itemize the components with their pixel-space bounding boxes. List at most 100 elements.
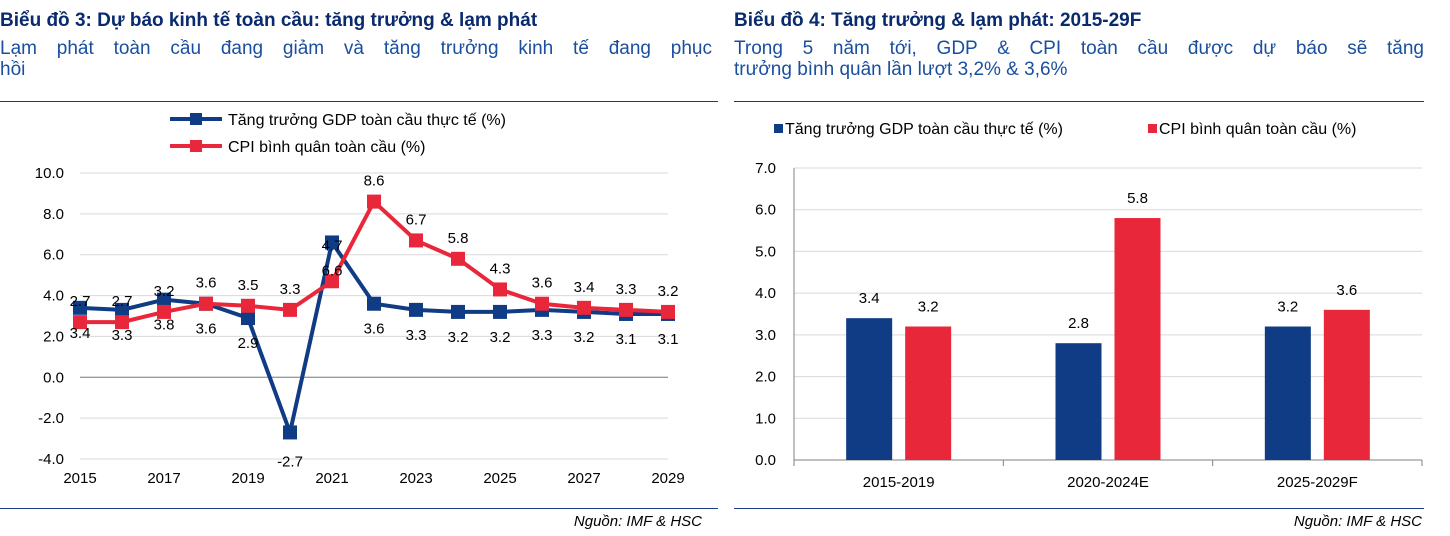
cpi-point	[451, 251, 465, 266]
gdp-point	[73, 300, 87, 315]
chart-3-subtitle: Lạm phát toàn cầu đang giảm và tăng trưở…	[0, 38, 712, 59]
gdp-data-label: 3.4	[70, 325, 91, 342]
y-tick-label: 6.0	[43, 247, 64, 264]
cpi-point	[535, 296, 549, 311]
chart-4-source: Nguồn: IMF & HSC	[1293, 513, 1422, 530]
legend-label: CPI bình quân toàn cầu (%)	[1159, 121, 1356, 138]
y-tick-label: 6.0	[755, 202, 776, 219]
cpi-point	[493, 282, 507, 297]
cpi-point	[283, 302, 297, 317]
gdp-data-label: 3.3	[532, 327, 553, 344]
legend-label: CPI bình quân toàn cầu (%)	[228, 139, 425, 156]
cpi-point	[157, 304, 171, 319]
legend-label: Tăng trưởng GDP toàn cầu thực tế (%)	[785, 121, 1063, 138]
cpi-point	[115, 315, 129, 330]
cpi-data-label: 3.6	[1336, 282, 1357, 299]
cpi-point	[577, 300, 591, 315]
gdp-data-label: 3.1	[658, 331, 679, 348]
y-tick-label: 2.0	[43, 328, 64, 345]
y-tick-label: 7.0	[755, 160, 776, 177]
gdp-point	[325, 235, 339, 250]
chart-4-bottom-rule	[734, 508, 1424, 509]
y-tick-label: 1.0	[755, 410, 776, 427]
y-tick-label: 8.0	[43, 206, 64, 223]
cpi-data-label: 2.7	[70, 293, 91, 310]
y-tick-label: 4.0	[755, 285, 776, 302]
cpi-point	[619, 302, 633, 317]
gdp-data-label: 3.2	[574, 329, 595, 346]
y-tick-label: 10.0	[35, 165, 64, 182]
gdp-bar	[1055, 343, 1102, 460]
gdp-data-label: 3.3	[406, 327, 427, 344]
cpi-bar	[1114, 218, 1161, 460]
x-tick-label: 2029	[651, 470, 684, 487]
gdp-point	[241, 311, 255, 326]
gdp-data-label: 3.3	[112, 327, 133, 344]
gdp-bar	[846, 318, 893, 460]
gdp-point	[157, 292, 171, 307]
gdp-data-label: 3.6	[196, 321, 217, 338]
cpi-point	[241, 298, 255, 313]
bar-chart: 7.0 6.0 5.0 4.0 3.0 2.0 1.0 0.0 Tăng trưởng GDP …	[755, 121, 1423, 491]
x-category-label: 2015-2019	[863, 474, 935, 491]
y-tick-label: 0.0	[43, 369, 64, 386]
chart-4-subtitle: Trong 5 năm tới, GDP & CPI toàn cầu được…	[734, 38, 1424, 59]
x-tick-label: 2015	[63, 470, 96, 487]
cpi-bar	[905, 326, 952, 460]
legend-label: Tăng trưởng GDP toàn cầu thực tế (%)	[228, 112, 506, 129]
y-tick-label: 4.0	[43, 288, 64, 305]
gdp-data-label: 3.6	[364, 321, 385, 338]
cpi-point	[661, 304, 675, 319]
x-tick-label: 2027	[567, 470, 600, 487]
gdp-point	[283, 425, 297, 440]
gdp-data-label: 3.8	[154, 317, 175, 334]
line-chart: 10.0 8.0 6.0 4.0 2.0 0.0 -2.0 -4.0 2015 2017 2019 2…	[35, 112, 685, 487]
gdp-point	[451, 304, 465, 319]
cpi-data-label: 3.3	[616, 281, 637, 298]
cpi-data-label: 3.2	[658, 283, 679, 300]
chart-4-subtitle-line1: Trong 5 năm tới, GDP & CPI toàn cầu được…	[734, 38, 1424, 59]
cpi-data-label: 3.6	[196, 275, 217, 292]
gdp-point	[493, 304, 507, 319]
cpi-data-label: 4.7	[322, 237, 343, 254]
cpi-data-label: 4.3	[490, 260, 511, 277]
cpi-point	[409, 233, 423, 248]
x-tick-label: 2021	[315, 470, 348, 487]
y-tick-label: 2.0	[755, 369, 776, 386]
cpi-point	[325, 274, 339, 289]
x-category-label: 2020-2024E	[1067, 474, 1149, 491]
y-tick-label: 3.0	[755, 327, 776, 344]
cpi-data-label: 3.4	[574, 279, 595, 296]
gdp-bar	[1264, 326, 1311, 460]
cpi-data-label: 5.8	[1127, 190, 1148, 207]
x-category-label: 2025-2029F	[1277, 474, 1358, 491]
y-tick-label: 0.0	[755, 452, 776, 469]
chart-3-subtitle-line2: hồi	[0, 59, 26, 80]
cpi-data-label: 8.6	[364, 173, 385, 190]
gdp-data-label: 3.2	[1277, 299, 1298, 316]
y-tick-label: 5.0	[755, 243, 776, 260]
cpi-data-label: 3.2	[918, 299, 939, 316]
gdp-data-label: 3.1	[616, 331, 637, 348]
gdp-data-label: 2.8	[1068, 315, 1089, 332]
cpi-point	[367, 194, 381, 209]
x-tick-label: 2023	[399, 470, 432, 487]
chart-3-source: Nguồn: IMF & HSC	[573, 513, 702, 530]
cpi-data-label: 6.7	[406, 211, 427, 228]
chart-3-bottom-rule	[0, 508, 718, 509]
chart-4-title: Biểu đồ 4: Tăng trưởng & lạm phát: 2015-…	[734, 10, 1142, 31]
chart-4-top-rule	[734, 101, 1424, 102]
gdp-point	[409, 302, 423, 317]
y-tick-label: -4.0	[38, 451, 64, 468]
gdp-point	[367, 296, 381, 311]
cpi-data-label: 3.6	[532, 275, 553, 292]
y-tick-label: -2.0	[38, 410, 64, 427]
x-tick-label: 2017	[147, 470, 180, 487]
chart-3-title: Biểu đồ 3: Dự báo kinh tế toàn cầu: tăng…	[0, 10, 538, 31]
chart-4-subtitle-line2: trưởng bình quân lần lượt 3,2% & 3,6%	[734, 59, 1068, 80]
chart-3-top-rule	[0, 101, 718, 102]
cpi-data-label: 3.5	[238, 277, 259, 294]
gdp-data-label: 6.6	[322, 262, 343, 279]
chart-3-subtitle-line1: Lạm phát toàn cầu đang giảm và tăng trưở…	[0, 38, 712, 59]
cpi-data-label: 5.8	[448, 230, 469, 247]
